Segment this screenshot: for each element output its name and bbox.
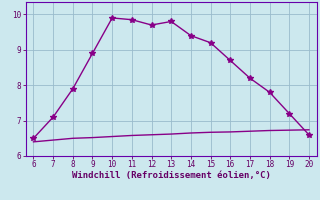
- X-axis label: Windchill (Refroidissement éolien,°C): Windchill (Refroidissement éolien,°C): [72, 171, 271, 180]
